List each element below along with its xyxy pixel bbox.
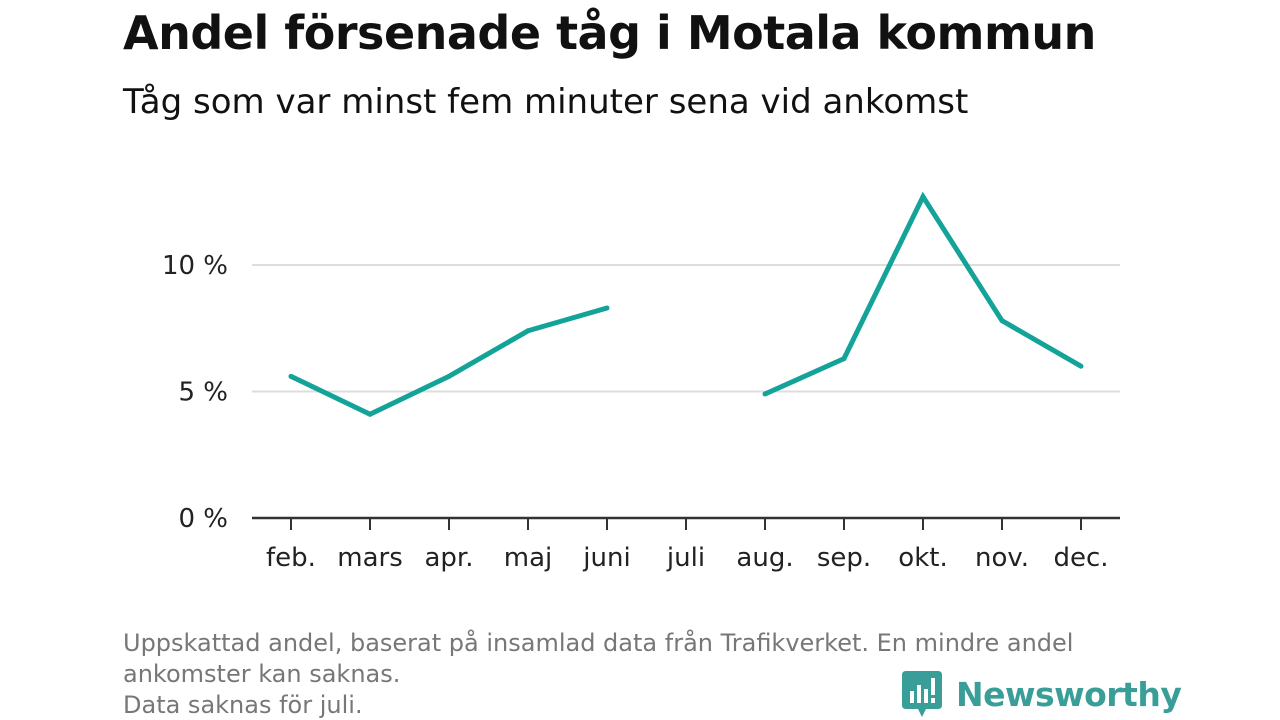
- x-tick-label: sep.: [817, 543, 871, 573]
- series-line: [288, 191, 1084, 418]
- data-point: [525, 328, 531, 334]
- x-tick-label: juni: [582, 543, 630, 573]
- brand-name: Newsworthy: [956, 674, 1182, 714]
- series-line-segment: [289, 305, 608, 418]
- data-point: [446, 373, 452, 379]
- x-tick-label: mars: [337, 543, 403, 573]
- footnote: Uppskattad andel, baserat på insamlad da…: [123, 628, 1163, 720]
- x-tick-label: juli: [666, 543, 705, 573]
- x-tick-label: aug.: [736, 543, 793, 573]
- y-axis-tick-labels: 0 % 5 % 10 %: [162, 251, 228, 534]
- brand-logo: Newsworthy: [902, 670, 1182, 718]
- footnote-line: ankomster kan saknas.: [123, 660, 401, 688]
- data-point: [604, 305, 610, 311]
- x-tick-label: nov.: [975, 543, 1029, 573]
- data-point: [762, 391, 768, 397]
- data-point: [841, 356, 847, 362]
- chart-title: Andel försenade tåg i Motala kommun: [123, 6, 1096, 60]
- y-tick-label: 5 %: [178, 378, 228, 408]
- x-tick-label: feb.: [266, 543, 316, 573]
- data-point: [1078, 363, 1084, 369]
- x-tick-label: okt.: [898, 543, 947, 573]
- y-tick-label: 0 %: [178, 504, 228, 534]
- gridlines: [252, 264, 1120, 393]
- x-tick-label: apr.: [424, 543, 473, 573]
- data-point: [920, 194, 926, 200]
- footnote-line: Data saknas för juli.: [123, 691, 363, 719]
- x-tick-label: maj: [504, 543, 552, 573]
- x-tick-label: dec.: [1053, 543, 1108, 573]
- chart-subtitle: Tåg som var minst fem minuter sena vid a…: [123, 82, 969, 122]
- y-tick-label: 10 %: [162, 251, 228, 281]
- x-axis: feb. mars apr. maj juni juli aug. sep. okt. nov. d…: [252, 516, 1120, 573]
- line-chart: 0 % 5 % 10 % feb. mars apr. maj juni juli aug. se…: [162, 191, 1120, 573]
- data-point: [288, 373, 294, 379]
- data-point: [999, 318, 1005, 324]
- series-line-segment: [763, 191, 1083, 397]
- data-point: [367, 411, 373, 417]
- footnote-line: Uppskattad andel, baserat på insamlad da…: [123, 629, 1074, 657]
- bar-chart-exclamation-icon: [902, 671, 942, 717]
